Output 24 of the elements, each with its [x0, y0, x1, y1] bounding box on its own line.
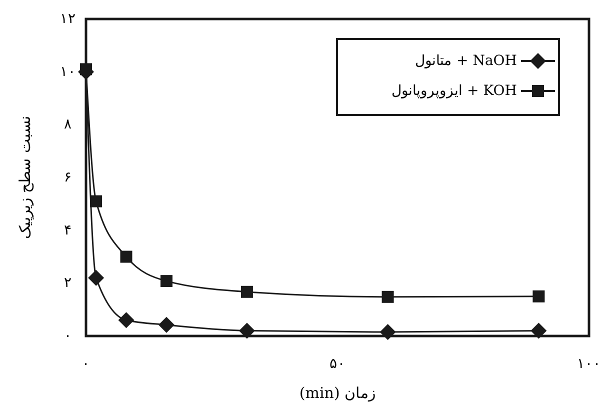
- point: [158, 316, 174, 333]
- y-tick-label: ۰: [64, 328, 72, 344]
- y-tick-label: ۶: [64, 170, 72, 186]
- y-tick-label: ۱۲: [60, 11, 76, 27]
- y-axis-title: نسبت سطح زیرپیک: [16, 116, 34, 239]
- point: [530, 322, 547, 339]
- x-tick-label: ۵۰: [330, 356, 346, 372]
- point: [532, 290, 545, 302]
- point: [382, 290, 394, 303]
- point: [240, 286, 253, 298]
- y-tick-label: ۲: [64, 275, 72, 292]
- legend-label: KOH + ایزوپروپانول: [392, 83, 517, 99]
- x-tick-label: ۱۰۰: [577, 356, 601, 372]
- point: [238, 322, 255, 339]
- point: [160, 275, 172, 288]
- point: [120, 250, 132, 263]
- point: [118, 312, 134, 328]
- point: [88, 270, 104, 286]
- x-tick-label: ۰: [82, 356, 90, 372]
- y-tick-label: ۴: [64, 222, 72, 238]
- x-axis-title: زمان (min): [299, 384, 376, 402]
- legend-label: NaOH + متانول: [415, 53, 517, 69]
- y-tick-label: ۱۰: [60, 64, 76, 80]
- y-tick-label: ۸: [64, 116, 72, 133]
